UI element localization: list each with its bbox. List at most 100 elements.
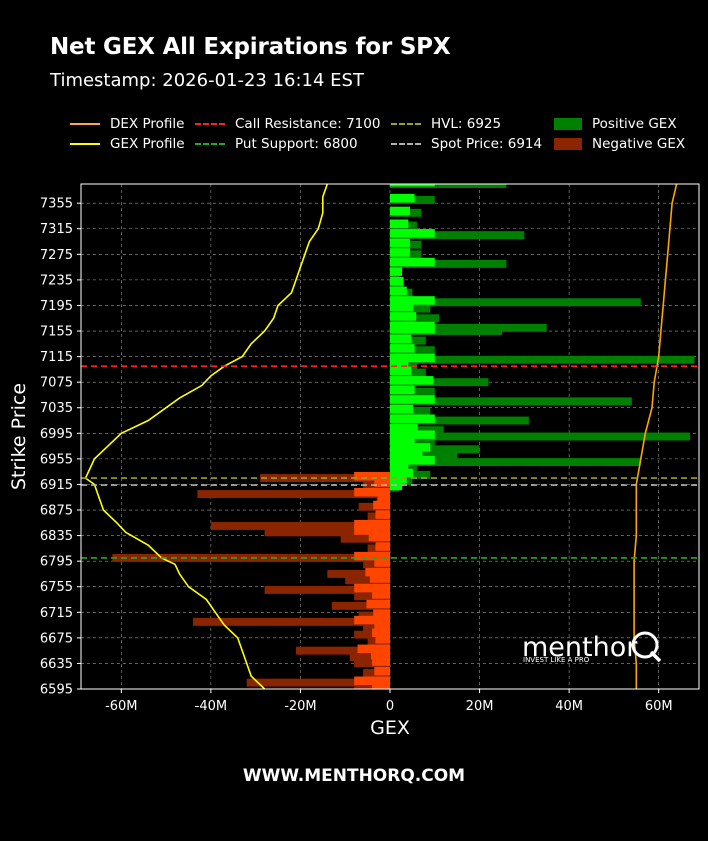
- bar-negative-gex: [264, 528, 390, 537]
- legend: DEX Profile GEX Profile Call Resistance:…: [70, 115, 708, 160]
- bar-positive-near-spot: [390, 286, 407, 296]
- bar-positive-near-spot: [390, 424, 418, 433]
- bar-negative-near-spot: [354, 526, 390, 535]
- bar-negative-near-spot: [354, 551, 390, 561]
- y-tick-label: 6795: [40, 555, 73, 570]
- y-tick-label: 6875: [40, 504, 73, 519]
- footer-url[interactable]: WWW.MENTHORQ.COM: [242, 766, 466, 786]
- bar-positive-gex: [390, 458, 641, 467]
- legend-swatch: [391, 143, 421, 145]
- bar-negative-near-spot: [372, 590, 390, 599]
- bar-negative-near-spot: [354, 583, 390, 593]
- bar-negative-gex: [295, 646, 390, 655]
- bar-positive-near-spot: [390, 302, 414, 312]
- bar-positive-gex: [390, 397, 632, 406]
- legend-swatch: [195, 123, 225, 125]
- logo-tagline: INVEST LIKE A PRO: [523, 656, 590, 664]
- bar-positive-gex: [390, 298, 641, 307]
- bar-negative-near-spot: [375, 542, 390, 551]
- logo-q-tail: [649, 650, 662, 663]
- bar-positive-near-spot: [390, 344, 415, 353]
- bar-negative-near-spot: [372, 657, 390, 666]
- bar-negative-near-spot: [369, 574, 390, 583]
- bar-positive-near-spot: [390, 229, 435, 238]
- bar-negative-gex: [349, 653, 390, 661]
- bar-positive-near-spot: [390, 248, 410, 257]
- bar-negative-near-spot: [366, 599, 390, 609]
- legend-swatch: [195, 143, 225, 145]
- bar-positive-near-spot: [390, 455, 435, 465]
- legend-label: HVL: 6925: [431, 116, 502, 132]
- y-tick-label: 6755: [40, 580, 73, 595]
- legend-label: Spot Price: 6914: [431, 136, 543, 152]
- chart-title: Net GEX All Expirations for SPX: [50, 34, 451, 60]
- bar-negative-near-spot: [375, 510, 390, 519]
- logo-q-icon: [631, 631, 659, 659]
- y-tick-label: 6835: [40, 529, 73, 544]
- y-tick-label: 6955: [40, 452, 73, 467]
- bar-negative-near-spot: [357, 644, 390, 654]
- bar-negative-near-spot: [374, 558, 390, 567]
- bar-negative-near-spot: [354, 487, 390, 497]
- bar-positive-gex: [390, 259, 507, 268]
- bar-positive-near-spot: [390, 353, 435, 363]
- bar-negative-near-spot: [370, 650, 390, 660]
- legend-swatch: [554, 138, 582, 150]
- bar-positive-near-spot: [390, 462, 409, 471]
- bar-negative-near-spot: [374, 622, 390, 631]
- bar-positive-gex: [390, 451, 458, 460]
- bar-positive-gex: [390, 231, 525, 240]
- y-tick-label: 7115: [40, 350, 73, 365]
- y-tick-label: 7235: [40, 273, 73, 288]
- x-tick-label: -40M: [195, 699, 227, 714]
- bar-negative-gex: [192, 617, 390, 626]
- legend-gex-profile: GEX Profile: [70, 135, 185, 153]
- bar-positive-near-spot: [390, 334, 412, 344]
- bar-positive-near-spot: [390, 324, 435, 334]
- bar-positive-near-spot: [390, 360, 409, 369]
- bar-negative-gex: [264, 585, 390, 594]
- bar-positive-near-spot: [390, 443, 431, 452]
- bar-negative-gex: [345, 576, 390, 585]
- legend-spot-price: Spot Price: 6914: [391, 135, 542, 153]
- legend-label: Positive GEX: [592, 116, 677, 132]
- y-tick-label: 6595: [40, 683, 73, 698]
- bar-positive-gex: [390, 378, 489, 387]
- bar-positive-near-spot: [390, 376, 434, 385]
- bar-negative-near-spot: [354, 519, 390, 529]
- legend-positive-gex: Positive GEX: [554, 115, 677, 133]
- bar-negative-near-spot: [374, 666, 390, 676]
- plot-area: [84, 184, 695, 689]
- bar-positive-near-spot: [390, 366, 412, 376]
- y-tick-label: 7195: [40, 299, 73, 314]
- bar-positive-gex: [390, 445, 480, 454]
- bar-negative-near-spot: [377, 494, 390, 503]
- x-tick-label: 40M: [555, 699, 583, 714]
- legend-swatch: [554, 118, 582, 130]
- bar-positive-near-spot: [390, 414, 435, 423]
- y-tick-label: 6675: [40, 631, 73, 646]
- x-tick-label: -20M: [284, 699, 316, 714]
- y-tick-label: 7075: [40, 376, 73, 391]
- y-tick-label: 7315: [40, 222, 73, 237]
- bar-positive-gex: [390, 355, 695, 364]
- legend-call-resistance: Call Resistance: 7100: [195, 115, 380, 133]
- y-tick-label: 6995: [40, 427, 73, 442]
- legend-label: Negative GEX: [592, 136, 686, 152]
- bar-positive-gex: [390, 184, 507, 188]
- bar-positive-near-spot: [390, 296, 435, 305]
- bar-positive-near-spot: [390, 449, 423, 459]
- gex-profile-line: [84, 184, 329, 689]
- bar-positive-near-spot: [390, 468, 414, 478]
- bar-positive-near-spot: [390, 219, 409, 228]
- legend-label: Call Resistance: 7100: [235, 116, 381, 132]
- y-tick-label: 7275: [40, 248, 73, 263]
- bar-negative-near-spot: [354, 676, 390, 686]
- bar-positive-near-spot: [390, 267, 403, 276]
- bar-negative-near-spot: [354, 615, 390, 625]
- legend-swatch: [70, 143, 100, 145]
- bar-negative-near-spot: [373, 500, 390, 510]
- logo-wordmark: menthor: [522, 632, 638, 663]
- y-axis-label: Strike Price: [8, 383, 30, 490]
- legend-label: DEX Profile: [110, 116, 185, 132]
